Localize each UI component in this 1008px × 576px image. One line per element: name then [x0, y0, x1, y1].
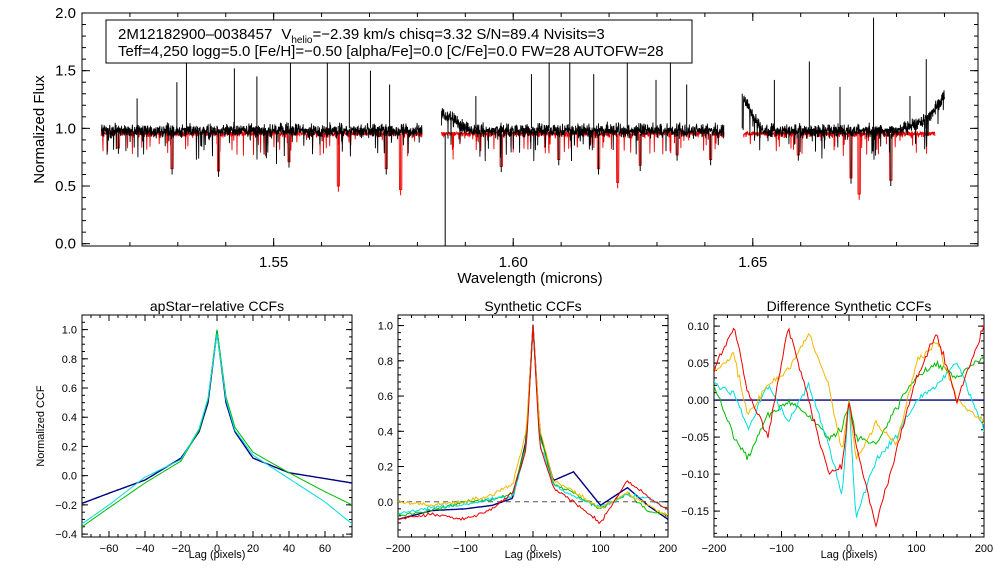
y-tick-label: −0.4	[55, 529, 77, 541]
apstar-ccf-plot: −60 −40 −20 0 20 40 60 −0.4 −0.2 0.0 0.2 0.4 0.6 0.8 1…	[35, 298, 353, 561]
difference-ccf-plot: −200 −100 0 100 200 −0.15 −0.10 −0.05 0.00 0.05 0.…	[681, 298, 993, 561]
y-tick-label: 0.2	[62, 441, 77, 453]
y-tick-label: 1.5	[55, 63, 76, 80]
y-tick-label: −0.2	[55, 500, 77, 512]
y-tick-label: 0.05	[688, 358, 709, 370]
y-tick-label: 0.6	[62, 383, 77, 395]
y-tick-label: 0.0	[55, 236, 76, 253]
y-tick-label: 0.00	[688, 395, 709, 407]
y-tick-label: 0.0	[378, 497, 393, 509]
x-tick-label: −100	[453, 543, 478, 555]
y-tick-label: −0.10	[681, 469, 709, 481]
x-tick-label: −20	[172, 543, 191, 555]
x-tick-label: 1.60	[499, 254, 528, 271]
x-tick-label: 0	[214, 543, 220, 555]
x-tick-label: 100	[591, 543, 609, 555]
annotation-line-2: Teff=4,250 logg=5.0 [Fe/H]=−0.50 [alpha/…	[118, 43, 664, 60]
red-ccf-line	[398, 324, 668, 525]
y-tick-label: 0.0	[62, 471, 77, 483]
observed-spectrum-line	[100, 121, 423, 165]
x-tick-label: −40	[136, 543, 155, 555]
synthetic-ccf-plot: −200 −100 0 100 200 0.0 0.2 0.4 0.6 0.8 1.0 Synthet…	[378, 298, 677, 561]
x-tick-label: 60	[319, 543, 331, 555]
y-tick-label: 0.8	[62, 354, 77, 366]
panel-title: apStar−relative CCFs	[150, 298, 284, 314]
y-tick-label: 1.0	[55, 120, 76, 137]
y-tick-label: −0.05	[681, 432, 709, 444]
spectrum-plot: 1.55 1.60 1.65 0.0 0.5 1.0 1.5 2.0 Wavelength (m…	[31, 5, 979, 287]
y-tick-label: 1.0	[378, 321, 393, 333]
annotation-box	[105, 19, 693, 64]
x-tick-label: −60	[100, 543, 119, 555]
annotation-line-1: 2M12182900–0038457 Vhelio=−2.39 km/s chis…	[118, 26, 605, 46]
ccf-traces	[82, 329, 352, 528]
annotation-star-id: 2M12182900–0038457	[118, 26, 272, 43]
plot-frame	[81, 12, 979, 247]
x-tick-label: −100	[769, 543, 794, 555]
yellow-ccf-line	[714, 333, 984, 460]
x-tick-label: 0	[846, 543, 852, 555]
x-axis-label: Lag (pixels)	[505, 549, 562, 561]
y-tick-label: 0.10	[688, 321, 709, 333]
x-axis-label: Lag (pixels)	[821, 549, 878, 561]
x-tick-label: −200	[386, 543, 411, 555]
x-tick-label: 20	[247, 543, 259, 555]
x-tick-label: 1.65	[738, 254, 767, 271]
y-tick-label: 0.4	[62, 412, 77, 424]
y-axis-label: Normalized Flux	[31, 75, 48, 184]
x-tick-label: 1.55	[259, 254, 288, 271]
panel-title: Difference Synthetic CCFs	[767, 298, 932, 314]
x-tick-label: 200	[975, 543, 993, 555]
annotation-v: V	[281, 26, 291, 43]
y-tick-label: 0.5	[55, 178, 76, 195]
x-tick-label: 40	[283, 543, 295, 555]
x-axis-label: Wavelength (microns)	[457, 270, 602, 287]
ccf-traces	[398, 324, 668, 525]
x-tick-label: 0	[530, 543, 536, 555]
ccf-traces	[714, 324, 984, 529]
observed-spectrum-line	[742, 90, 945, 160]
annotation-line-1-rest: =−2.39 km/s chisq=3.32 S/N=89.4 Nvisits=…	[312, 26, 604, 43]
y-tick-label: 0.4	[378, 426, 393, 438]
cyan-ccf-line	[714, 362, 984, 518]
y-tick-label: 0.8	[378, 356, 393, 368]
x-axis-label: Lag (pixels)	[189, 549, 246, 561]
cyan-ccf-line	[398, 324, 668, 516]
cyan-ccf-line	[82, 333, 352, 525]
green-ccf-line	[82, 329, 352, 528]
x-tick-label: −200	[702, 543, 727, 555]
y-tick-label: 1.0	[62, 325, 77, 337]
annotation-v-subscript: helio	[291, 35, 313, 46]
y-tick-label: 0.2	[378, 462, 393, 474]
y-tick-label: 0.6	[378, 391, 393, 403]
y-tick-label: −0.15	[681, 506, 709, 518]
observed-spectrum-line	[440, 108, 725, 162]
y-axis-label: Normalized CCF	[35, 385, 47, 467]
x-tick-label: 200	[659, 543, 677, 555]
x-tick-label: 100	[907, 543, 925, 555]
y-tick-label: 2.0	[55, 5, 76, 22]
panel-title: Synthetic CCFs	[484, 298, 581, 314]
red-ccf-line	[714, 324, 984, 529]
